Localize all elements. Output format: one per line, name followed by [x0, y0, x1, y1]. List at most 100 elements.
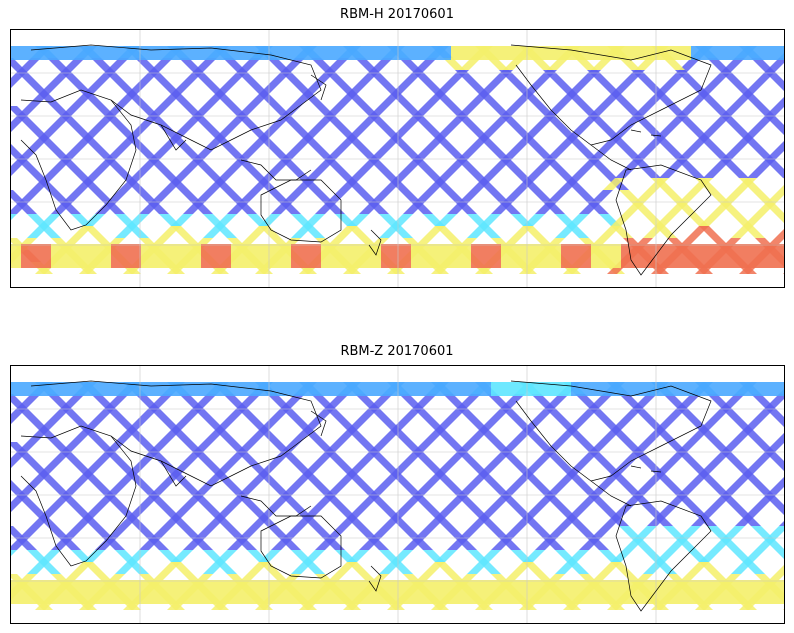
swath-band-north — [191, 46, 201, 60]
swath-cell — [403, 106, 425, 118]
swath-cell — [143, 154, 165, 166]
swath-cell — [759, 490, 781, 502]
swath-band-south — [551, 244, 561, 268]
swath-cell — [527, 142, 549, 154]
swath-cell — [399, 58, 421, 70]
swath-cell — [751, 394, 773, 406]
swath-cell — [327, 58, 349, 70]
swath-cell — [599, 82, 621, 94]
swath-band-south — [521, 580, 531, 604]
swath-cell — [471, 466, 493, 478]
swath-band-south — [621, 244, 631, 268]
swath-cell — [487, 118, 509, 130]
swath-band-south — [61, 244, 71, 268]
swath-cell — [223, 454, 245, 466]
swath-band-north — [381, 382, 391, 396]
swath-band-south — [321, 244, 331, 268]
swath-cell — [19, 394, 41, 406]
swath-band-north — [151, 382, 161, 396]
swath-cell — [615, 142, 637, 154]
swath-band-north — [91, 46, 101, 60]
swath-cell — [303, 430, 325, 442]
swath-band-south — [601, 580, 611, 604]
swath-cell — [87, 166, 109, 178]
swath-band-north — [81, 46, 91, 60]
swath-band-south — [481, 244, 491, 268]
swath-cell — [23, 502, 45, 514]
swath-band-south — [311, 580, 321, 604]
swath-band-south — [131, 244, 141, 268]
swath-cell — [11, 526, 25, 538]
swath-band-south — [391, 244, 401, 268]
swath-cell — [227, 202, 249, 214]
swath-cell — [227, 538, 249, 550]
swath-cell — [327, 118, 349, 130]
swath-band-south — [311, 244, 321, 268]
swath-band-north — [781, 46, 784, 60]
swath-cell — [527, 166, 549, 178]
swath-cell — [115, 562, 137, 574]
swath-band-north — [311, 46, 321, 60]
swath-cell — [267, 394, 289, 406]
swath-band-north — [631, 382, 641, 396]
swath-band-north — [381, 46, 391, 60]
swath-band-north — [271, 46, 281, 60]
swath-cell — [295, 178, 317, 190]
swath-cell — [619, 58, 641, 70]
swath-band-north — [321, 382, 331, 396]
swath-cell — [643, 82, 665, 94]
swath-cell — [283, 118, 305, 130]
swath-band-south — [661, 244, 671, 268]
gridlines — [11, 30, 784, 287]
swath-cell — [523, 550, 545, 562]
swath-cell — [119, 130, 141, 142]
swath-cell — [667, 442, 689, 454]
swath-cell — [687, 82, 709, 94]
swath-cell — [63, 118, 85, 130]
swath-cell — [275, 490, 297, 502]
swath-cell — [415, 394, 437, 406]
swath-cell — [207, 466, 229, 478]
swath-cell — [747, 502, 769, 514]
swath-cell — [27, 418, 49, 430]
swath-cell — [11, 490, 33, 502]
swath-band-north — [541, 46, 551, 60]
swath-cell — [483, 166, 505, 178]
swath-cell — [775, 550, 784, 559]
swath-band-north — [721, 46, 731, 60]
swath-cell — [95, 538, 117, 550]
swath-cell — [459, 58, 481, 70]
swath-cell — [107, 526, 129, 538]
swath-cell — [383, 466, 405, 478]
swath-band-south — [321, 580, 331, 604]
swath-band-north — [331, 382, 341, 396]
swath-cell — [175, 166, 197, 178]
swath-cell — [507, 502, 529, 514]
swath-cell — [407, 154, 429, 166]
swath-cell — [635, 394, 657, 406]
swath-cell — [355, 394, 377, 406]
swath-cell — [727, 478, 749, 490]
swath-band-south — [341, 580, 351, 604]
swath-cell — [771, 142, 784, 154]
swath-band-south — [621, 580, 631, 604]
swath-band-south — [671, 580, 681, 604]
swath-cell — [435, 550, 457, 562]
swath-cell — [575, 526, 597, 538]
swath-band-north — [551, 46, 561, 60]
swath-band-south — [101, 244, 111, 268]
swath-cell — [259, 214, 281, 226]
swath-cell — [659, 478, 681, 490]
swath-cell — [131, 166, 153, 178]
swath-cell — [751, 190, 773, 202]
swath-cell — [623, 538, 645, 550]
swath-cell — [627, 490, 649, 502]
swath-cell — [335, 418, 357, 430]
swath-band-south — [661, 580, 671, 604]
swath-cell — [591, 454, 613, 466]
swath-cell — [311, 454, 333, 466]
swath-cell — [19, 190, 41, 202]
swath-band-north — [351, 46, 361, 60]
swath-cell — [635, 118, 657, 130]
swath-cell — [699, 550, 721, 562]
